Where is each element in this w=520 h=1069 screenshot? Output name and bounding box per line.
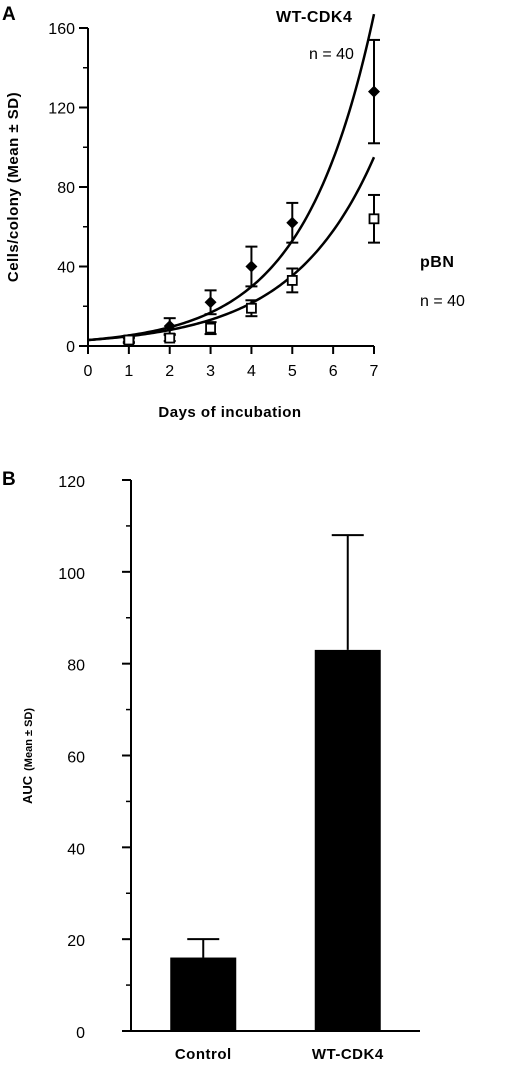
x-tick-label: 3: [206, 363, 215, 380]
y-tick-label: 0: [76, 1025, 85, 1042]
x-tick-label: 0: [84, 363, 93, 380]
data-point-wt-cdk4: [245, 260, 258, 273]
legend-label-wt-cdk4: WT-CDK4: [276, 9, 352, 26]
panel-a: A 0 40 80 120 160 0 1 2 3 4 5 6 7 Cells/colony (Mean…: [2, 4, 465, 421]
panel-b-y-axis-title-main: AUC: [20, 775, 35, 804]
x-tick-label: 6: [329, 363, 338, 380]
y-tick-label: 120: [48, 101, 75, 118]
bar-control: [170, 957, 237, 1031]
y-tick-label: 160: [48, 21, 75, 38]
y-tick-label: 120: [58, 474, 85, 491]
y-tick-label: 80: [57, 180, 75, 197]
panel-a-points: [122, 85, 380, 347]
panel-a-letter: A: [2, 4, 16, 25]
panel-b-bars: [170, 649, 381, 1031]
data-point-pbn: [164, 332, 176, 344]
legend-n-pbn: n = 40: [420, 293, 465, 310]
data-point-pbn: [368, 213, 380, 225]
y-tick-label: 40: [67, 841, 85, 858]
y-tick-label: 100: [58, 566, 85, 583]
y-tick-label: 0: [66, 339, 75, 356]
x-tick-label: 4: [247, 363, 256, 380]
panel-b-letter: B: [2, 469, 16, 490]
panel-b-ticks: 0 20 40 60 80 100 120: [58, 474, 131, 1042]
category-label: WT-CDK4: [312, 1046, 384, 1063]
y-tick-label: 40: [57, 260, 75, 277]
panel-a-error-bars: [122, 38, 380, 345]
bar-wt-cdk4: [314, 649, 381, 1031]
panel-a-x-axis-title: Days of incubation: [158, 404, 301, 421]
panel-b-category-labels: Control WT-CDK4: [175, 1046, 384, 1063]
panel-b: B 0 20 40 60 80 100 120 Control WT-CDK4 AUC (Mea…: [2, 469, 420, 1063]
data-point-wt-cdk4: [204, 296, 217, 309]
y-tick-label: 80: [67, 658, 85, 675]
data-point-pbn: [286, 275, 298, 286]
legend-n-wt-cdk4: n = 40: [309, 46, 354, 63]
category-label: Control: [175, 1046, 232, 1063]
panel-a-ticks: 0 40 80 120 160 0 1 2 3 4 5 6 7: [48, 21, 378, 380]
legend-label-pbn: pBN: [420, 254, 454, 271]
x-tick-label: 2: [165, 363, 174, 380]
data-point-pbn: [246, 302, 257, 314]
data-point-pbn: [205, 322, 216, 334]
data-point-wt-cdk4: [286, 216, 299, 229]
panel-a-fit-curves: [87, 13, 376, 342]
x-tick-label: 5: [288, 363, 297, 380]
panel-b-y-axis-title-paren: (Mean ± SD): [23, 708, 35, 771]
y-tick-label: 20: [67, 933, 85, 950]
panel-b-error-bars: [187, 534, 364, 958]
fit-curve-pbn: [87, 156, 376, 342]
panel-b-y-axis-title: AUC (Mean ± SD): [20, 708, 35, 804]
panel-a-y-axis-title: Cells/colony (Mean ± SD): [5, 92, 22, 282]
x-tick-label: 7: [370, 363, 379, 380]
data-point-wt-cdk4: [163, 320, 176, 333]
data-point-wt-cdk4: [368, 85, 380, 98]
x-tick-label: 1: [124, 363, 133, 380]
data-point-pbn: [123, 334, 135, 346]
y-tick-label: 60: [67, 750, 85, 767]
